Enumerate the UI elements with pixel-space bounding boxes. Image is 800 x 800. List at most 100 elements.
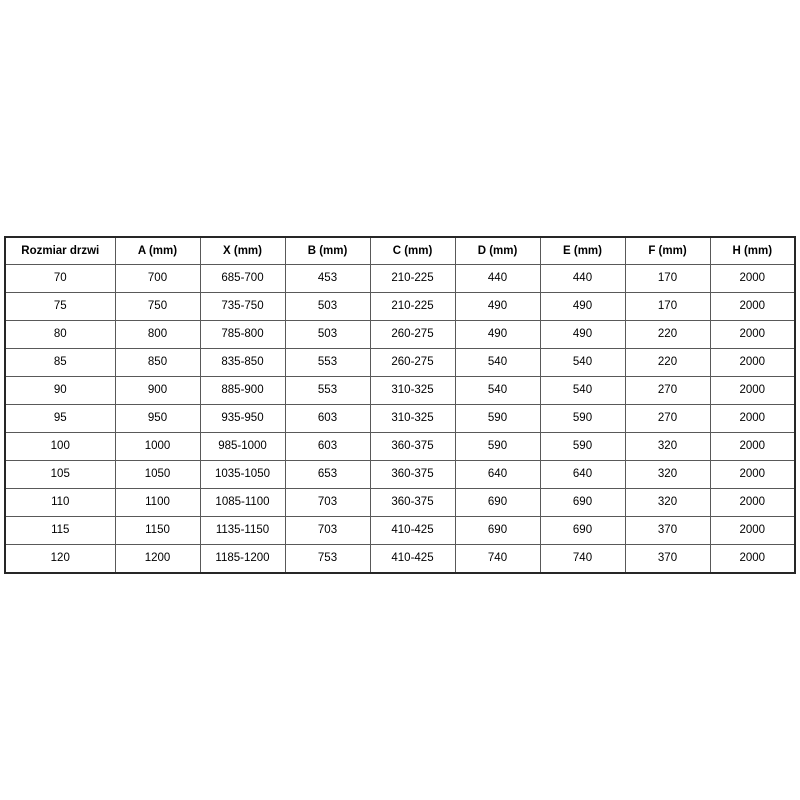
table-cell: 703 xyxy=(284,516,371,545)
table-cell: 690 xyxy=(454,488,541,517)
table-cell: 2000 xyxy=(709,432,796,461)
column-header: A (mm) xyxy=(114,236,201,265)
table-cell: 540 xyxy=(539,348,626,377)
table-cell: 2000 xyxy=(709,544,796,574)
table-cell: 1050 xyxy=(114,460,201,489)
column-header: X (mm) xyxy=(199,236,286,265)
column-header: E (mm) xyxy=(539,236,626,265)
table-cell: 270 xyxy=(624,404,711,433)
table-cell: 1185-1200 xyxy=(199,544,286,574)
table-cell: 1085-1100 xyxy=(199,488,286,517)
table-body: 70 700 685-700 453 210-225 440 440 170 2000 75 750… xyxy=(4,264,796,574)
table-cell: 2000 xyxy=(709,516,796,545)
table-cell: 410-425 xyxy=(369,516,456,545)
table-cell: 1200 xyxy=(114,544,201,574)
table-cell: 90 xyxy=(4,376,116,405)
table-row: 120 1200 1185-1200 753 410-425 740 740 370 2000 xyxy=(4,544,796,574)
column-header: Rozmiar drzwi xyxy=(4,236,116,265)
table-cell: 453 xyxy=(284,264,371,293)
table-cell: 120 xyxy=(4,544,116,574)
table-cell: 640 xyxy=(539,460,626,489)
table-cell: 270 xyxy=(624,376,711,405)
table-cell: 310-325 xyxy=(369,404,456,433)
table-cell: 590 xyxy=(454,404,541,433)
table-cell: 950 xyxy=(114,404,201,433)
table-cell: 740 xyxy=(454,544,541,574)
table-cell: 490 xyxy=(454,320,541,349)
table-cell: 75 xyxy=(4,292,116,321)
table-cell: 220 xyxy=(624,348,711,377)
table-cell: 80 xyxy=(4,320,116,349)
table-cell: 360-375 xyxy=(369,432,456,461)
table-cell: 320 xyxy=(624,488,711,517)
table-cell: 603 xyxy=(284,404,371,433)
table-cell: 115 xyxy=(4,516,116,545)
table-cell: 603 xyxy=(284,432,371,461)
table-cell: 685-700 xyxy=(199,264,286,293)
table-cell: 260-275 xyxy=(369,348,456,377)
table-row: 105 1050 1035-1050 653 360-375 640 640 320 2000 xyxy=(4,460,796,489)
table-cell: 785-800 xyxy=(199,320,286,349)
table-cell: 490 xyxy=(539,292,626,321)
column-header: B (mm) xyxy=(284,236,371,265)
table-cell: 690 xyxy=(454,516,541,545)
table-cell: 320 xyxy=(624,460,711,489)
table-cell: 850 xyxy=(114,348,201,377)
table-cell: 753 xyxy=(284,544,371,574)
table-cell: 440 xyxy=(539,264,626,293)
table-cell: 503 xyxy=(284,292,371,321)
column-header: F (mm) xyxy=(624,236,711,265)
table-cell: 70 xyxy=(4,264,116,293)
table-cell: 170 xyxy=(624,264,711,293)
table-cell: 95 xyxy=(4,404,116,433)
table-cell: 440 xyxy=(454,264,541,293)
table-cell: 740 xyxy=(539,544,626,574)
table-cell: 170 xyxy=(624,292,711,321)
table-cell: 410-425 xyxy=(369,544,456,574)
table-cell: 590 xyxy=(539,404,626,433)
table-row: 80 800 785-800 503 260-275 490 490 220 2000 xyxy=(4,320,796,349)
table-cell: 835-850 xyxy=(199,348,286,377)
table-cell: 703 xyxy=(284,488,371,517)
table-row: 115 1150 1135-1150 703 410-425 690 690 370 2000 xyxy=(4,516,796,545)
table-cell: 210-225 xyxy=(369,264,456,293)
table-cell: 2000 xyxy=(709,320,796,349)
table-cell: 100 xyxy=(4,432,116,461)
table-cell: 1100 xyxy=(114,488,201,517)
table-cell: 210-225 xyxy=(369,292,456,321)
table-cell: 553 xyxy=(284,376,371,405)
table-row: 95 950 935-950 603 310-325 590 590 270 2000 xyxy=(4,404,796,433)
table-cell: 690 xyxy=(539,516,626,545)
table-cell: 653 xyxy=(284,460,371,489)
table-cell: 490 xyxy=(454,292,541,321)
table-cell: 105 xyxy=(4,460,116,489)
table-cell: 640 xyxy=(454,460,541,489)
table-cell: 553 xyxy=(284,348,371,377)
table-cell: 800 xyxy=(114,320,201,349)
table-row: 85 850 835-850 553 260-275 540 540 220 2000 xyxy=(4,348,796,377)
table-row: 75 750 735-750 503 210-225 490 490 170 2000 xyxy=(4,292,796,321)
table-cell: 540 xyxy=(539,376,626,405)
column-header: C (mm) xyxy=(369,236,456,265)
table-cell: 2000 xyxy=(709,488,796,517)
table-cell: 2000 xyxy=(709,264,796,293)
table-cell: 85 xyxy=(4,348,116,377)
table-cell: 590 xyxy=(539,432,626,461)
table-cell: 1135-1150 xyxy=(199,516,286,545)
table-cell: 2000 xyxy=(709,404,796,433)
table-cell: 590 xyxy=(454,432,541,461)
table-cell: 750 xyxy=(114,292,201,321)
table-cell: 320 xyxy=(624,432,711,461)
table-cell: 220 xyxy=(624,320,711,349)
table-cell: 2000 xyxy=(709,376,796,405)
table-cell: 370 xyxy=(624,544,711,574)
column-header: H (mm) xyxy=(709,236,796,265)
table-cell: 885-900 xyxy=(199,376,286,405)
table-cell: 540 xyxy=(454,376,541,405)
table-cell: 735-750 xyxy=(199,292,286,321)
table-cell: 360-375 xyxy=(369,460,456,489)
table-row: 100 1000 985-1000 603 360-375 590 590 320 2000 xyxy=(4,432,796,461)
table-cell: 1000 xyxy=(114,432,201,461)
table-cell: 690 xyxy=(539,488,626,517)
